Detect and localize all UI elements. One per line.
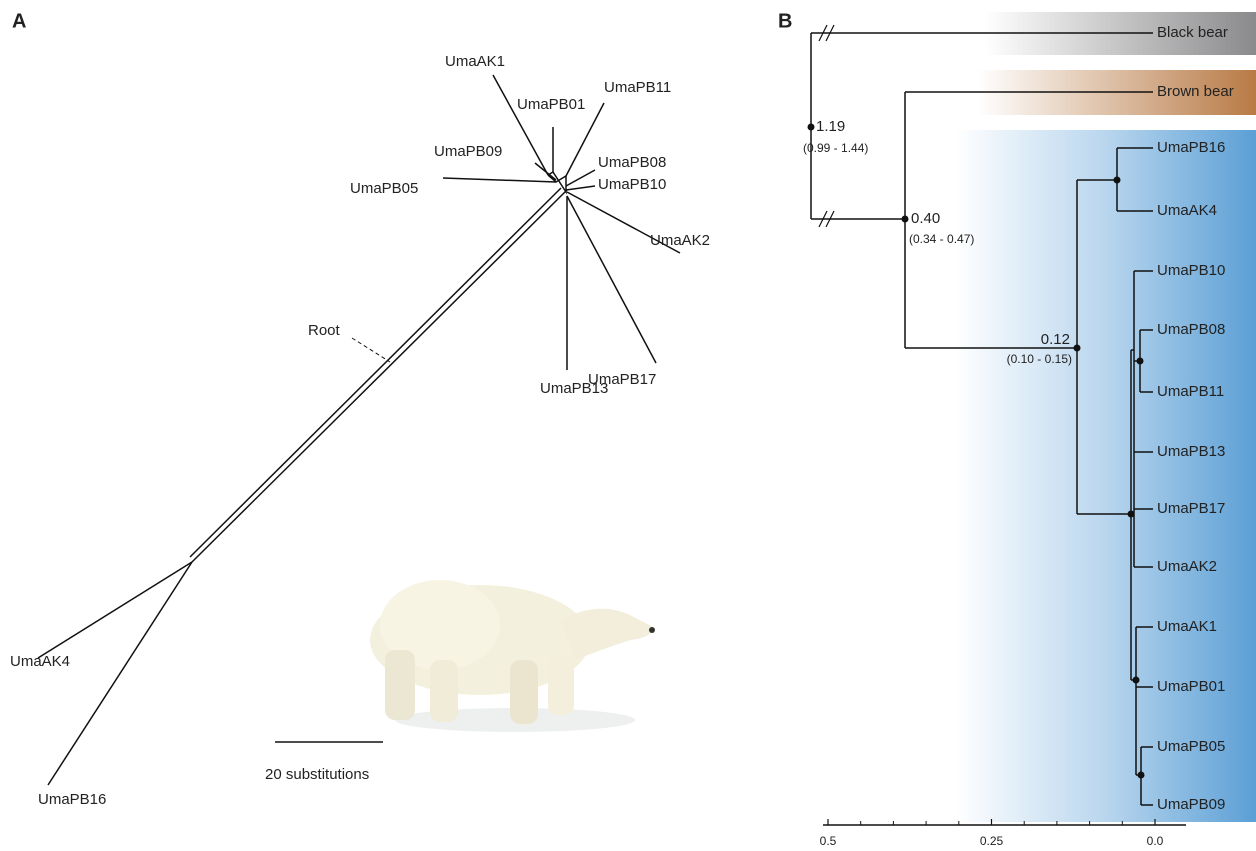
tip-label: UmaAK2 <box>650 232 710 249</box>
tip-label: UmaPB17 <box>588 371 656 388</box>
node-interval: (0.99 - 1.44) <box>803 141 868 155</box>
axis-tick-label: 0.25 <box>980 834 1004 848</box>
tip-label: UmaPB09 <box>434 143 502 160</box>
node-age: 1.19 <box>816 118 845 135</box>
panel-label: A <box>12 10 26 32</box>
tip-label: UmaAK2 <box>1157 558 1217 575</box>
tip-label: UmaAK1 <box>445 53 505 70</box>
node-interval: (0.34 - 0.47) <box>909 232 974 246</box>
tip-label: UmaPB08 <box>1157 321 1225 338</box>
tip-label: UmaPB10 <box>598 176 666 193</box>
tip-label: UmaPB05 <box>1157 738 1225 755</box>
tip-label: UmaPB08 <box>598 154 666 171</box>
tip-label: UmaPB17 <box>1157 500 1225 517</box>
polar-bear-illustration <box>370 580 655 732</box>
node-age: 0.40 <box>911 210 940 227</box>
tip-label: UmaPB11 <box>1157 383 1224 400</box>
root-label: Root <box>308 322 341 339</box>
scale-bar-label: 20 substitutions <box>265 766 369 783</box>
tip-label: UmaPB11 <box>604 79 671 96</box>
tip-label: UmaPB13 <box>1157 443 1225 460</box>
tip-label: UmaPB01 <box>1157 678 1225 695</box>
axis-tick-label: 0.5 <box>820 834 837 848</box>
tip-label: UmaPB01 <box>517 96 585 113</box>
polar-bear-band <box>955 130 1256 822</box>
tip-label: UmaPB16 <box>1157 139 1225 156</box>
tip-label: UmaPB09 <box>1157 796 1225 813</box>
tip-label: UmaPB10 <box>1157 262 1225 279</box>
tip-label: UmaPB05 <box>350 180 418 197</box>
tip-label: UmaAK1 <box>1157 618 1217 635</box>
tip-label: UmaAK4 <box>1157 202 1217 219</box>
figure: A UmaAK1 UmaPB11 UmaPB01 UmaPB09 UmaPB08… <box>0 0 1256 851</box>
node-age: 0.12 <box>1041 331 1070 348</box>
outgroup-label: Brown bear <box>1157 83 1234 100</box>
node-interval: (0.10 - 0.15) <box>1007 352 1072 366</box>
axis-tick-label: 0.0 <box>1147 834 1164 848</box>
outgroup-label: Black bear <box>1157 24 1228 41</box>
tip-label: UmaAK4 <box>10 653 70 670</box>
tip-label: UmaPB16 <box>38 791 106 808</box>
panel-label: B <box>778 10 792 32</box>
